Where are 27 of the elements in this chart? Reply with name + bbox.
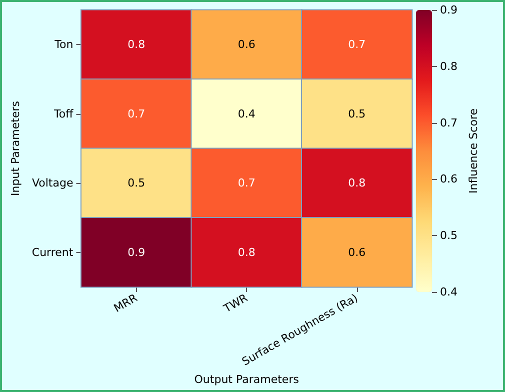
- data-label: 0.6: [348, 246, 366, 259]
- x-tick-label: MRR: [112, 291, 140, 316]
- data-label: 0.8: [348, 176, 366, 190]
- data-label: 0.8: [128, 38, 146, 52]
- y-tick-label: Voltage: [32, 176, 74, 190]
- data-label: 0.7: [128, 107, 146, 120]
- color-bar-label: 0.7: [440, 116, 458, 130]
- y-tick-label: Current: [32, 246, 74, 259]
- data-label: 0.9: [128, 246, 146, 259]
- data-label: 0.7: [348, 38, 366, 52]
- data-label: 0.4: [238, 107, 256, 120]
- data-label: 0.5: [128, 176, 146, 190]
- data-label: 0.5: [348, 107, 366, 120]
- y-tick-label: Toff: [53, 107, 74, 120]
- color-bar-label: 0.5: [440, 229, 458, 242]
- x-axis-title: Output Parameters: [194, 373, 300, 386]
- color-bar-label: 0.8: [440, 60, 458, 73]
- color-bar-label: 0.4: [440, 286, 458, 298]
- data-label: 0.6: [238, 38, 256, 52]
- color-bar-title: Influence Score: [467, 108, 480, 194]
- x-tick-label: TWR: [220, 291, 250, 316]
- color-bar-label: 0.9: [440, 4, 458, 16]
- data-label: 0.8: [238, 246, 256, 259]
- data-label: 0.7: [238, 176, 256, 190]
- y-tick-label: Ton: [54, 38, 74, 52]
- y-axis-title: Input Parameters: [9, 100, 22, 196]
- color-bar-label: 0.6: [440, 172, 458, 186]
